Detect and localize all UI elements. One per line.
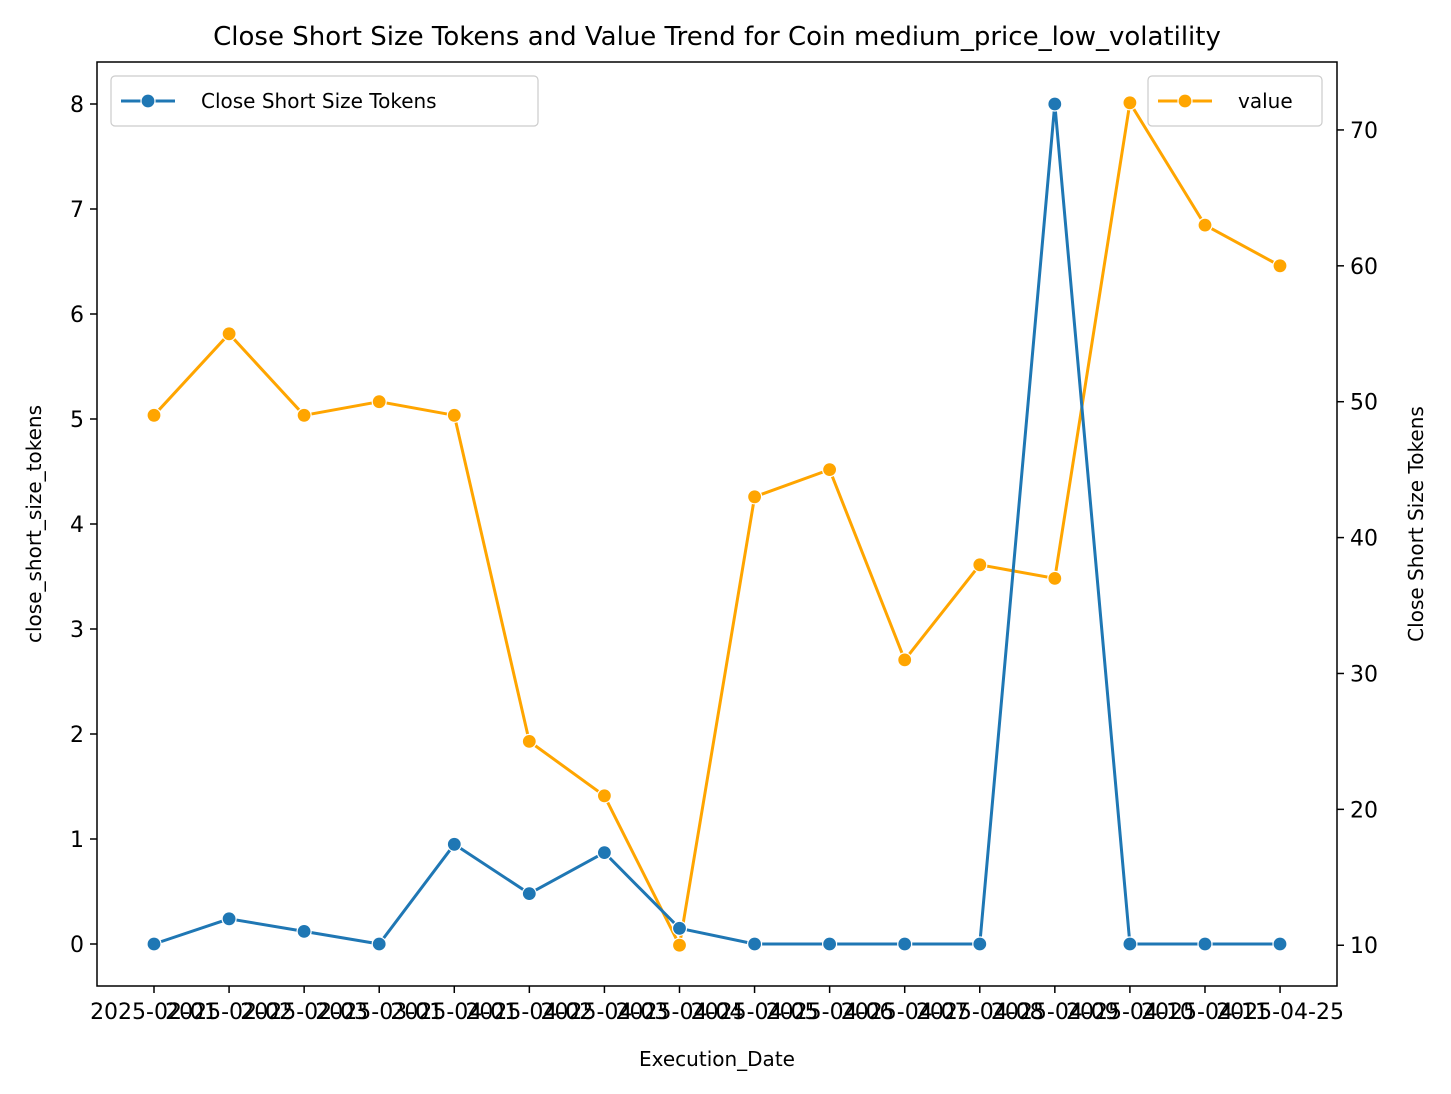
x-axis-tick-label: 2025-04-08 — [916, 1000, 1044, 1025]
data-point — [146, 407, 162, 423]
plot-frame — [96, 61, 1338, 987]
x-axis: 2025-02-012025-02-022025-02-032025-03-01… — [90, 986, 1344, 1025]
data-point — [521, 733, 537, 750]
data-point — [897, 652, 913, 668]
data-point — [296, 407, 312, 423]
left-axis: 0 1 2 3 4 5 6 7 8 — [70, 93, 97, 958]
data-point — [446, 407, 462, 423]
legend-right-swatch-marker — [1177, 93, 1193, 109]
left-axis-tick-label: 6 — [70, 303, 84, 328]
x-axis-tick-label: 2025-02-03 — [240, 1000, 368, 1025]
x-axis-tick-label: 2025-02-02 — [165, 1000, 293, 1025]
series-line — [152, 101, 1281, 947]
plot-area — [146, 95, 1288, 953]
data-point — [671, 937, 688, 953]
legend-right-box — [1147, 75, 1323, 127]
legend-right: value — [1147, 75, 1323, 127]
x-axis-tick-label: 2025-04-09 — [991, 1000, 1119, 1025]
data-point — [746, 489, 763, 505]
right-axis-tick-label: 50 — [1350, 391, 1378, 416]
series-line — [153, 102, 1280, 946]
x-axis-tick-label: 2025-03-01 — [315, 1000, 443, 1025]
right-axis-tick-label: 20 — [1350, 798, 1378, 823]
x-axis-tick-label: 2025-04-03 — [540, 1000, 668, 1025]
data-point — [221, 326, 237, 342]
data-point — [521, 885, 537, 902]
left-axis-tick-label: 1 — [70, 828, 84, 853]
data-point — [371, 936, 387, 952]
y-axis-right-label: Close Short Size Tokens — [1404, 406, 1428, 642]
data-point — [1197, 217, 1213, 233]
data-point — [1197, 936, 1213, 952]
chart-title: Close Short Size Tokens and Value Trend … — [213, 22, 1221, 52]
x-axis-tick-label: 2025-04-25 — [1216, 1000, 1344, 1025]
data-point — [1047, 570, 1063, 587]
legend-right-label: value — [1238, 89, 1293, 113]
x-axis-tick-label: 2025-04-05 — [691, 1000, 819, 1025]
x-axis-tick-label: 2025-02-01 — [90, 1000, 218, 1025]
data-point — [1122, 936, 1138, 952]
x-axis-tick-label: 2025-04-06 — [766, 1000, 894, 1025]
data-point — [972, 936, 988, 952]
right-axis-tick-label: 10 — [1350, 934, 1378, 959]
data-point — [1272, 258, 1288, 274]
data-point — [821, 936, 838, 952]
left-axis-tick-label: 7 — [70, 198, 84, 223]
legend-left-swatch-marker — [140, 93, 156, 109]
right-axis-tick-label: 70 — [1350, 119, 1378, 144]
left-axis-tick-label: 0 — [70, 933, 84, 958]
data-point — [1272, 936, 1288, 952]
left-axis-tick-label: 4 — [70, 513, 84, 538]
legend-left-label: Close Short Size Tokens — [201, 89, 437, 113]
x-axis-tick-label: 2025-04-01 — [390, 1000, 518, 1025]
data-point — [596, 844, 613, 861]
right-axis-tick-label: 40 — [1350, 527, 1378, 552]
x-axis-tick-label: 2025-04-07 — [841, 1000, 969, 1025]
data-point — [221, 911, 237, 927]
left-axis-tick-label: 2 — [70, 723, 84, 748]
right-axis-tick-label: 30 — [1350, 662, 1378, 687]
data-point — [897, 936, 913, 952]
x-axis-tick-label: 2025-04-02 — [465, 1000, 593, 1025]
data-point — [371, 394, 387, 410]
legend-left-box — [110, 75, 539, 127]
x-axis-label: Execution_Date — [639, 1047, 795, 1071]
series-0 — [146, 96, 1288, 952]
left-axis-tick-label: 8 — [70, 93, 84, 118]
right-axis-tick-label: 60 — [1350, 255, 1378, 280]
data-point — [596, 788, 613, 804]
x-axis-tick-label: 2025-04-10 — [1066, 1000, 1194, 1025]
data-point — [746, 936, 763, 952]
series-1 — [146, 95, 1288, 953]
data-point — [821, 462, 838, 478]
data-point — [446, 836, 462, 852]
data-point — [1122, 95, 1138, 111]
x-axis-tick-label: 2025-04-11 — [1141, 1000, 1269, 1025]
data-point — [146, 936, 162, 952]
left-axis-tick-label: 5 — [70, 408, 84, 433]
data-point — [296, 923, 312, 940]
data-point — [671, 920, 688, 936]
right-axis: 10 20 30 40 50 60 70 — [1337, 119, 1378, 959]
legend-left: Close Short Size Tokens — [110, 75, 539, 127]
data-point — [1047, 96, 1063, 112]
y-axis-left-label: close_short_size_tokens — [22, 405, 46, 643]
x-axis-tick-label: 2025-04-04 — [616, 1000, 744, 1025]
data-point — [972, 557, 988, 573]
left-axis-tick-label: 3 — [70, 618, 84, 643]
